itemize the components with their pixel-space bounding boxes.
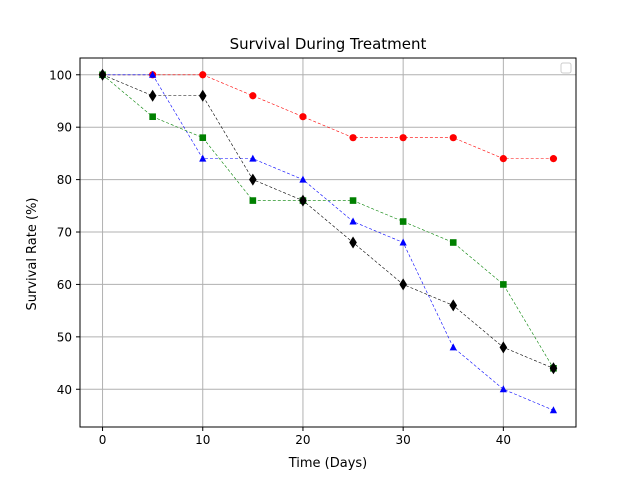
data-point <box>249 154 257 162</box>
data-point <box>549 362 558 375</box>
y-tick-label: 40 <box>57 383 72 397</box>
data-point <box>349 217 357 225</box>
series-3 <box>98 68 558 375</box>
x-tick-label: 10 <box>195 433 210 447</box>
data-point <box>299 194 307 207</box>
series-line <box>102 74 554 369</box>
data-point <box>149 70 157 78</box>
legend-box <box>560 62 572 74</box>
data-point <box>349 134 357 142</box>
data-point <box>549 155 558 163</box>
plot-area <box>80 58 576 427</box>
chart-title: Survival During Treatment <box>230 35 427 53</box>
data-point <box>399 238 407 246</box>
data-point <box>549 406 558 414</box>
x-tick-label: 30 <box>396 433 411 447</box>
series-layer <box>98 68 558 414</box>
y-axis-label: Survival Rate (%) <box>25 198 40 311</box>
y-tick-label: 70 <box>57 226 72 240</box>
data-point <box>198 89 207 102</box>
x-tick-label: 40 <box>496 433 511 447</box>
ticks: 0 10 20 30 40 40 50 60 70 80 90 100 <box>49 68 511 447</box>
data-point <box>399 278 407 291</box>
data-point <box>199 71 207 79</box>
data-point <box>500 281 507 288</box>
data-point <box>299 175 307 183</box>
data-point <box>499 341 508 354</box>
data-point <box>399 218 407 225</box>
x-tick-label: 0 <box>99 433 107 447</box>
data-point <box>249 197 257 204</box>
series-line <box>102 74 554 411</box>
y-tick-label: 60 <box>57 278 72 292</box>
data-point <box>249 173 257 186</box>
data-point <box>349 236 357 249</box>
data-point <box>399 134 407 142</box>
data-point <box>149 113 156 121</box>
data-point <box>148 89 157 102</box>
data-point <box>449 299 458 312</box>
data-point <box>98 68 107 81</box>
data-point <box>499 385 507 393</box>
data-point <box>499 155 507 163</box>
axes-frame <box>79 57 577 428</box>
y-tick-label: 100 <box>49 68 72 82</box>
y-tick-label: 80 <box>57 173 72 187</box>
data-point <box>449 343 457 351</box>
series-line <box>102 74 554 159</box>
data-point <box>199 134 207 141</box>
x-tick-label: 20 <box>295 433 310 447</box>
data-point <box>299 113 307 121</box>
data-point <box>449 239 457 246</box>
y-tick-label: 90 <box>57 121 72 135</box>
data-point <box>249 92 257 100</box>
x-axis-label: Time (Days) <box>288 456 368 471</box>
data-point <box>449 134 457 142</box>
series-2 <box>99 71 557 372</box>
data-point <box>349 197 357 204</box>
y-tick-label: 50 <box>57 330 72 344</box>
data-point <box>199 154 207 162</box>
